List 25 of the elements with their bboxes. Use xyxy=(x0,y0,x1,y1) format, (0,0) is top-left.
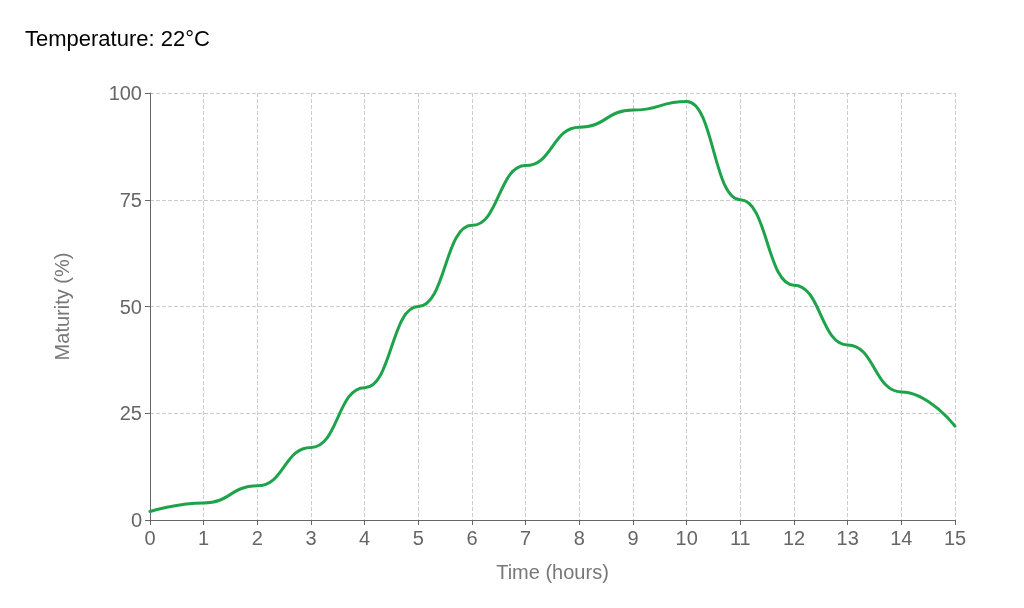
y-tick-label: 25 xyxy=(119,402,142,425)
x-tick-label: 0 xyxy=(144,527,156,549)
x-tick-label: 5 xyxy=(412,527,424,549)
x-tick-label: 6 xyxy=(466,527,478,549)
x-tick-label: 13 xyxy=(836,527,859,549)
x-tick-label: 11 xyxy=(729,527,751,549)
line-series xyxy=(148,100,957,513)
chart-title: Temperature: 22°C xyxy=(25,25,210,51)
y-tick-label: 100 xyxy=(108,82,142,104)
x-axis-title: Time (hours) xyxy=(496,561,609,583)
y-tick-label: 50 xyxy=(119,295,142,318)
x-tick-label: 2 xyxy=(251,527,263,549)
x-tick-label: 12 xyxy=(782,527,806,549)
x-tick-label: 14 xyxy=(890,527,913,549)
y-tick-label: 0 xyxy=(130,509,142,531)
x-tick-label: 1 xyxy=(198,527,210,549)
y-tick-label: 75 xyxy=(119,188,142,211)
x-tick-label: 15 xyxy=(943,527,967,549)
x-tick-label: 3 xyxy=(305,527,317,549)
x-tick-label: 8 xyxy=(573,527,585,549)
x-tick-label: 9 xyxy=(627,527,639,549)
x-tick-label: 7 xyxy=(520,527,532,549)
x-tick-label: 4 xyxy=(359,527,371,549)
x-tick-label: 10 xyxy=(675,527,698,549)
y-axis-title: Maturity (%) xyxy=(51,252,73,361)
